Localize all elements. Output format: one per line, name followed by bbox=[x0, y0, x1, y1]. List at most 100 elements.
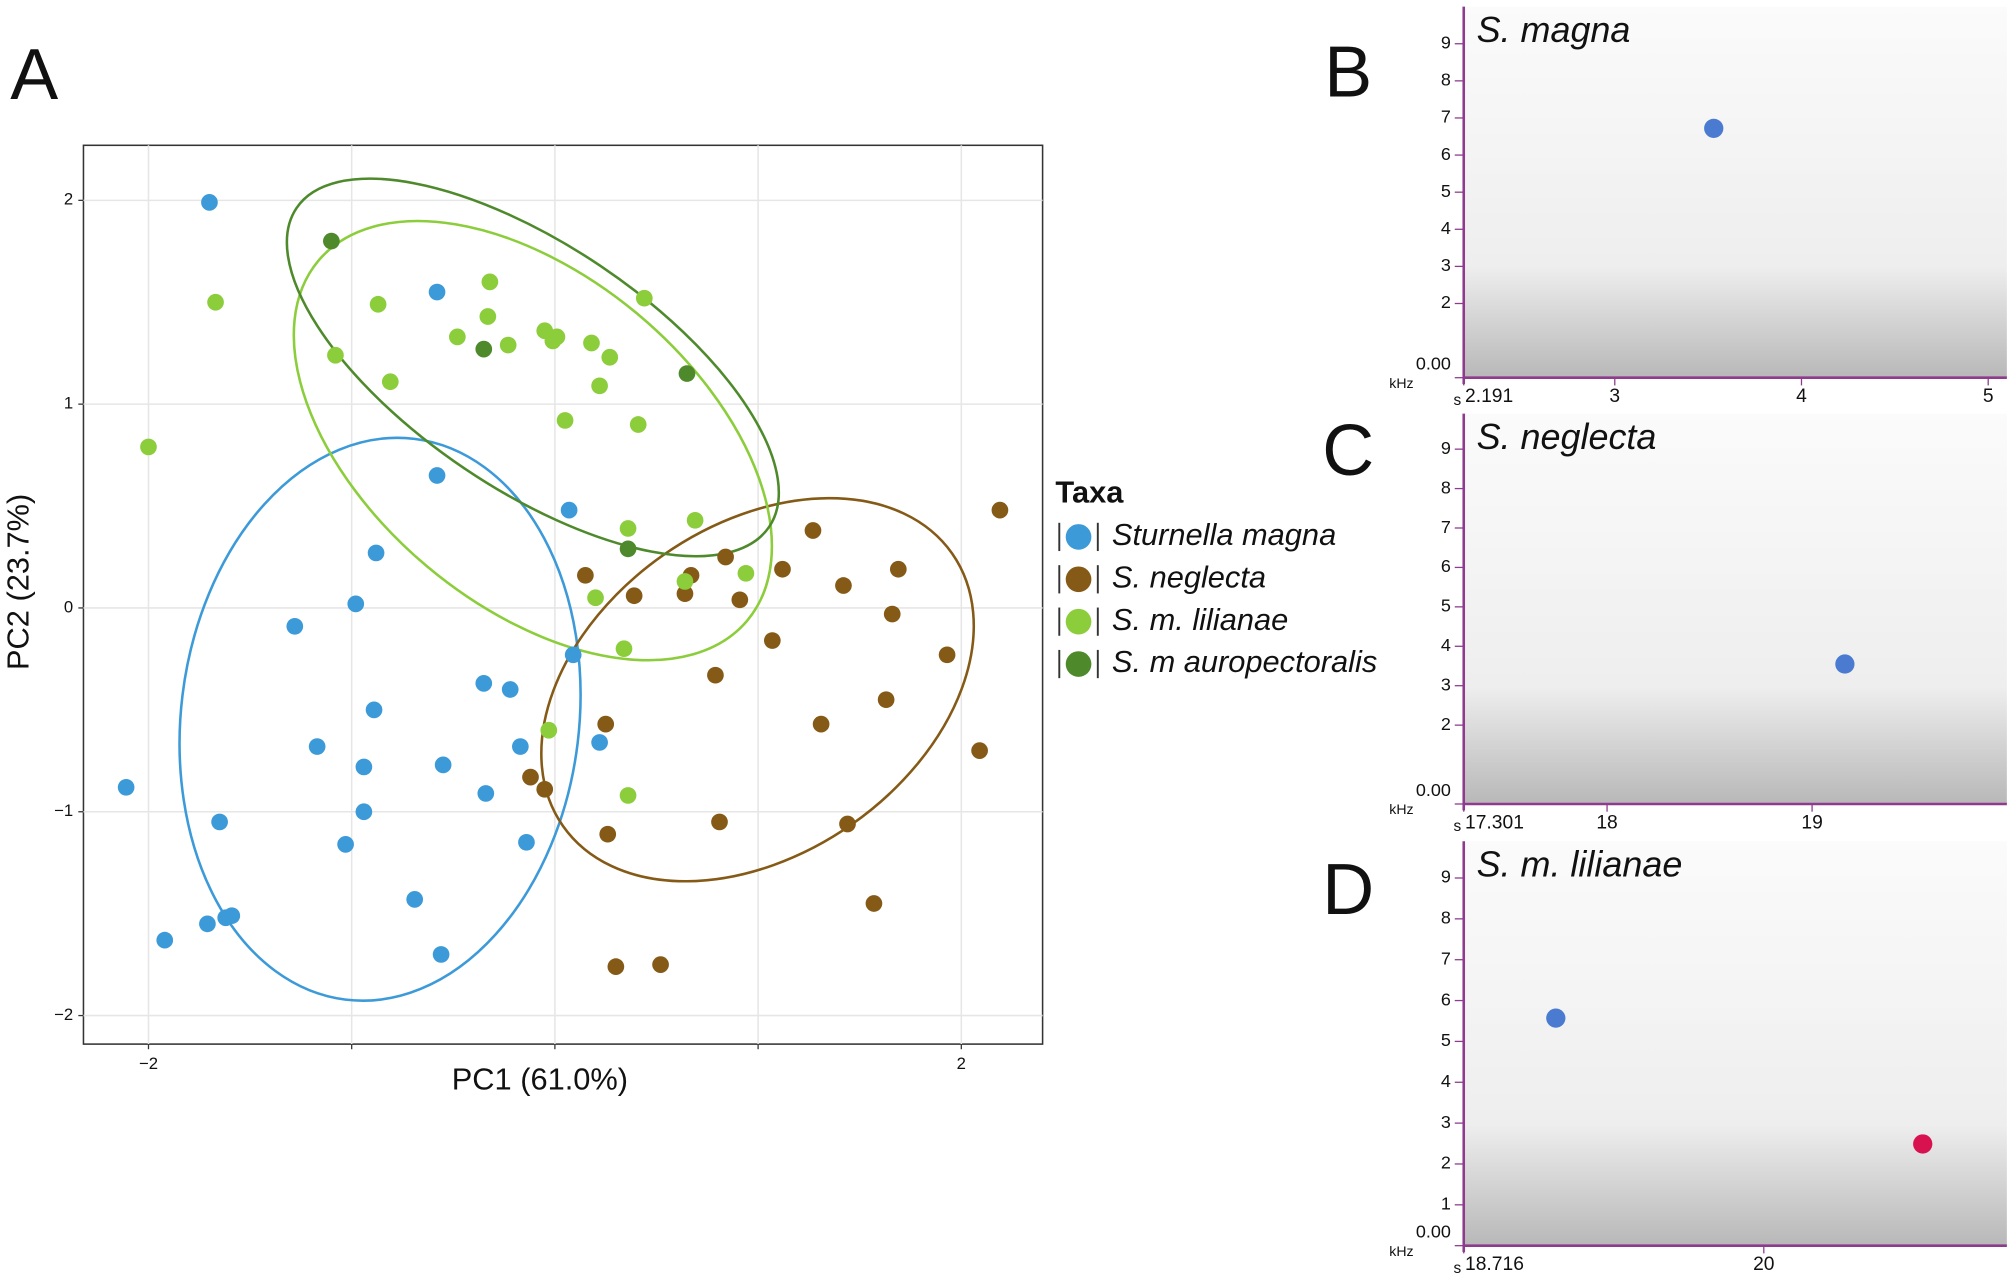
confidence-ellipse bbox=[292, 219, 774, 662]
spectrogram-title: S. neglecta bbox=[1477, 416, 1657, 457]
data-point bbox=[619, 540, 637, 558]
x-unit: s bbox=[1453, 818, 1461, 835]
spectrogram-title: S. m. lilianae bbox=[1477, 843, 1683, 884]
y-tick-label: 7 bbox=[1441, 948, 1451, 968]
y-unit: kHz bbox=[1389, 801, 1413, 817]
y-tick-label: 2 bbox=[1441, 714, 1451, 734]
data-point bbox=[536, 780, 554, 798]
data-point bbox=[971, 742, 988, 759]
data-point bbox=[865, 895, 883, 912]
data-point bbox=[676, 573, 694, 590]
y-tick-label: 8 bbox=[1441, 70, 1451, 90]
plot-panel bbox=[82, 144, 1044, 1045]
data-point bbox=[308, 738, 326, 755]
data-point bbox=[548, 328, 566, 346]
y-tick-label: 9 bbox=[1441, 438, 1451, 458]
data-point bbox=[479, 308, 497, 325]
data-point bbox=[428, 283, 446, 301]
data-point bbox=[804, 522, 822, 539]
data-point bbox=[607, 958, 625, 975]
x-tick-label: 5 bbox=[1983, 386, 1994, 407]
data-point bbox=[367, 544, 385, 562]
y-tick-label: 5 bbox=[1441, 596, 1451, 616]
data-point bbox=[512, 738, 529, 755]
y-tick-label: 4 bbox=[1441, 1071, 1451, 1091]
legend-marker bbox=[1065, 524, 1092, 550]
data-point bbox=[323, 232, 340, 250]
y-tick-label: 0.00 bbox=[1416, 354, 1451, 374]
y-tick-label: 9 bbox=[1441, 867, 1451, 887]
panel-label: B bbox=[1324, 32, 1372, 112]
x-tick-label: 3 bbox=[1609, 386, 1620, 407]
y-tick-label: 7 bbox=[1441, 107, 1451, 127]
confidence-ellipse bbox=[178, 436, 582, 1002]
data-point bbox=[717, 548, 734, 566]
y-tick-label: 8 bbox=[1441, 908, 1451, 928]
y-tick-label: 8 bbox=[1441, 477, 1451, 497]
data-point bbox=[564, 646, 582, 664]
legend-marker bbox=[1065, 651, 1092, 677]
data-point bbox=[207, 293, 224, 311]
data-point bbox=[599, 825, 617, 843]
data-point bbox=[365, 701, 383, 719]
data-point bbox=[615, 640, 633, 658]
data-point bbox=[432, 946, 450, 963]
data-point bbox=[540, 721, 558, 739]
data-point bbox=[406, 891, 424, 908]
y-tick-label: 4 bbox=[1441, 635, 1451, 655]
data-point bbox=[877, 691, 895, 709]
data-point bbox=[434, 756, 452, 774]
confidence-ellipse bbox=[285, 177, 781, 558]
data-point bbox=[652, 956, 669, 973]
y-tick-label: 0.00 bbox=[1416, 1222, 1451, 1242]
y-tick-label: 2 bbox=[64, 190, 73, 209]
y-tick-label: 3 bbox=[1441, 674, 1451, 694]
spectrogram-image bbox=[1463, 6, 2007, 378]
y-tick-label: 0 bbox=[64, 597, 73, 616]
data-point bbox=[199, 915, 216, 933]
data-point bbox=[449, 328, 466, 346]
data-point bbox=[601, 348, 619, 366]
y-tick-label: −1 bbox=[54, 801, 73, 820]
data-point bbox=[583, 334, 600, 352]
data-point bbox=[889, 560, 907, 578]
data-point bbox=[347, 595, 365, 613]
x-axis-title: PC1 (61.0%) bbox=[452, 1061, 628, 1096]
data-point bbox=[587, 589, 604, 607]
legend-label: Sturnella magna bbox=[1112, 517, 1336, 552]
data-point bbox=[501, 681, 519, 698]
y-tick-label: 7 bbox=[1441, 517, 1451, 537]
legend-label: S. neglecta bbox=[1112, 559, 1266, 594]
data-point bbox=[428, 467, 446, 484]
data-point bbox=[286, 617, 304, 635]
data-point bbox=[156, 931, 174, 949]
note-marker bbox=[1835, 654, 1855, 674]
data-point bbox=[883, 605, 901, 623]
data-point bbox=[475, 675, 493, 692]
data-point bbox=[625, 587, 643, 605]
data-point bbox=[763, 632, 781, 649]
data-point bbox=[327, 346, 344, 364]
x-tick-label: −2 bbox=[139, 1054, 158, 1073]
x-tick-label: 20 bbox=[1753, 1254, 1774, 1275]
data-point bbox=[355, 803, 373, 821]
data-point bbox=[117, 778, 135, 796]
data-point bbox=[597, 715, 615, 733]
data-point bbox=[355, 758, 373, 776]
x-tick-label: 4 bbox=[1796, 386, 1807, 407]
data-point bbox=[629, 416, 647, 433]
data-point bbox=[812, 715, 830, 733]
data-point bbox=[591, 734, 608, 751]
note-marker bbox=[1546, 1008, 1566, 1028]
data-point bbox=[835, 577, 852, 594]
y-tick-label: 2 bbox=[1441, 1153, 1451, 1173]
data-point bbox=[201, 194, 218, 211]
y-tick-label: 3 bbox=[1441, 255, 1451, 275]
data-point bbox=[522, 768, 539, 786]
x-tick-label: 19 bbox=[1801, 812, 1822, 833]
y-unit: kHz bbox=[1389, 1243, 1413, 1259]
spectrogram-image bbox=[1463, 413, 2007, 804]
data-point bbox=[619, 520, 637, 537]
y-tick-label: 4 bbox=[1441, 218, 1451, 238]
